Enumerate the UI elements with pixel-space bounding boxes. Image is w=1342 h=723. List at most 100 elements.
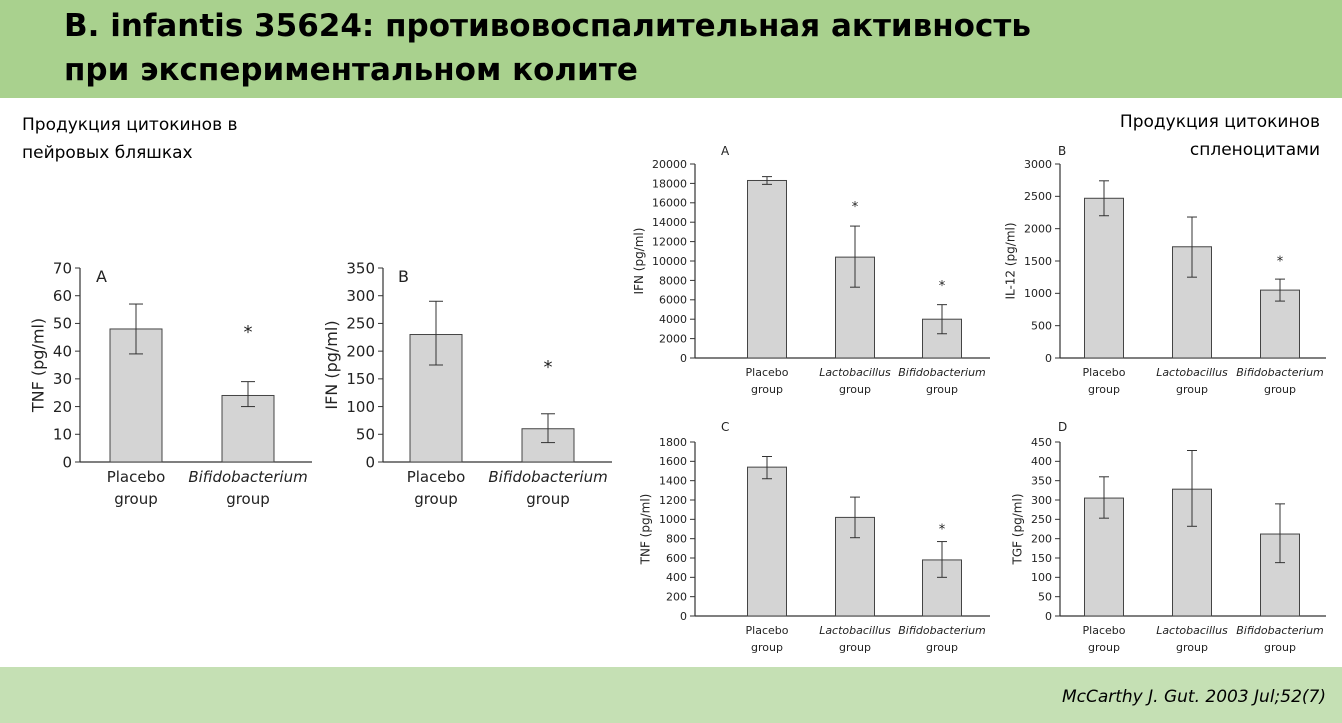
y-tick-label: 40	[53, 342, 72, 360]
y-tick-label: 450	[1031, 436, 1052, 449]
y-tick-label: 300	[346, 287, 375, 305]
category-label: group	[1088, 383, 1120, 396]
y-tick-label: 250	[1031, 513, 1052, 526]
category-label: group	[414, 490, 458, 508]
y-tick-label: 300	[1031, 494, 1052, 507]
category-label: group	[926, 641, 958, 654]
y-tick-label: 0	[680, 352, 687, 365]
category-label: Placebo	[1083, 366, 1126, 379]
category-label: group	[751, 641, 783, 654]
category-label: Bifidobacterium	[1236, 366, 1324, 379]
y-tick-label: 2000	[659, 332, 687, 345]
category-label: Placebo	[107, 468, 166, 486]
y-tick-label: 50	[1038, 591, 1052, 604]
bar	[1084, 197, 1124, 359]
y-axis-label: TNF (pg/ml)	[28, 318, 47, 413]
splenocytes-caption: Продукция цитокинов спленоцитами	[1120, 108, 1320, 164]
y-tick-label: 4000	[659, 313, 687, 326]
category-label: group	[1176, 383, 1208, 396]
y-tick-label: 400	[666, 571, 687, 584]
category-label: Bifidobacterium	[898, 624, 986, 637]
y-tick-label: 1500	[1024, 255, 1052, 268]
y-tick-label: 16000	[652, 197, 687, 210]
category-label: Bifidobacterium	[488, 468, 607, 486]
y-tick-label: 500	[1031, 320, 1052, 333]
caption-right-line-1: Продукция цитокинов	[1119, 112, 1320, 132]
y-tick-label: 200	[346, 342, 375, 360]
significance-marker: *	[1277, 255, 1284, 270]
panel-label: A	[96, 267, 107, 286]
panel-label: A	[721, 144, 730, 158]
y-tick-label: 150	[346, 370, 375, 388]
significance-marker: *	[244, 322, 253, 343]
y-tick-label: 50	[53, 315, 72, 333]
y-tick-label: 150	[1031, 552, 1052, 565]
y-tick-label: 200	[666, 591, 687, 604]
y-tick-label: 2000	[1024, 223, 1052, 236]
category-label: group	[114, 490, 158, 508]
panel-label: D	[1058, 420, 1067, 434]
title-banner: B. infantis 35624: противовоспалительная…	[0, 0, 1342, 98]
y-tick-label: 200	[1031, 533, 1052, 546]
category-label: group	[751, 383, 783, 396]
y-tick-label: 6000	[659, 294, 687, 307]
chart-sp-d: 0 50 100 150 200 250 300 350 400 450 TGF (pg/ml) D P…	[1011, 420, 1326, 654]
category-label: group	[1176, 641, 1208, 654]
y-tick-label: 250	[346, 315, 375, 333]
y-tick-label: 12000	[652, 235, 687, 248]
category-label: group	[1088, 641, 1120, 654]
y-tick-label: 1600	[659, 455, 687, 468]
citation: McCarthy J. Gut. 2003 Jul;52(7)	[1061, 687, 1326, 707]
category-label: group	[226, 490, 270, 508]
y-axis-label: IFN (pg/ml)	[322, 320, 341, 409]
category-label: Placebo	[746, 624, 789, 637]
y-tick-label: 1800	[659, 436, 687, 449]
y-tick-label: 20	[53, 398, 72, 416]
y-tick-label: 60	[53, 287, 72, 305]
panel-label: C	[721, 420, 729, 434]
panel-label: B	[398, 267, 409, 286]
y-tick-label: 10	[53, 426, 72, 444]
category-label: group	[526, 490, 570, 508]
y-axis-label: TGF (pg/ml)	[1011, 493, 1025, 565]
category-label: Lactobacillus	[819, 366, 891, 379]
y-tick-label: 100	[1031, 571, 1052, 584]
y-tick-label: 1000	[1024, 287, 1052, 300]
y-tick-label: 1200	[659, 494, 687, 507]
y-tick-label: 14000	[652, 216, 687, 229]
chart-pp-a: 0 10 20 30 40 50 60 70 TNF (pg/ml) A Placebo group *…	[28, 259, 312, 508]
significance-marker: *	[544, 357, 553, 378]
slide-title-line-2: при экспериментальном колите	[64, 52, 638, 88]
y-tick-label: 350	[346, 259, 375, 277]
category-label: Placebo	[746, 366, 789, 379]
y-tick-label: 0	[62, 453, 72, 471]
chart-sp-c: 0 200 400 600 800 1000 1200 1400 1600 1800 TNF (pg…	[639, 420, 990, 654]
bar	[747, 179, 787, 359]
slide-title-line-1: B. infantis 35624: противовоспалительная…	[64, 8, 1031, 44]
y-axis-label: TNF (pg/ml)	[639, 494, 653, 566]
y-tick-label: 1000	[659, 513, 687, 526]
category-label: group	[926, 383, 958, 396]
category-label: Bifidobacterium	[188, 468, 307, 486]
category-label: Bifidobacterium	[1236, 624, 1324, 637]
y-tick-label: 0	[365, 453, 375, 471]
y-tick-label: 70	[53, 259, 72, 277]
category-label: group	[1264, 641, 1296, 654]
y-tick-label: 600	[666, 552, 687, 565]
panel-label: B	[1058, 144, 1066, 158]
slide-title: B. infantis 35624: противовоспалительная…	[64, 4, 1264, 92]
y-tick-label: 30	[53, 370, 72, 388]
peyers-patches-caption: Продукция цитокинов в пейровых бляшках	[22, 111, 238, 167]
y-tick-label: 20000	[652, 158, 687, 171]
y-tick-label: 100	[346, 398, 375, 416]
y-tick-label: 400	[1031, 455, 1052, 468]
category-label: group	[839, 641, 871, 654]
category-label: group	[1264, 383, 1296, 396]
footer-bar: McCarthy J. Gut. 2003 Jul;52(7)	[0, 667, 1342, 723]
category-label: Lactobacillus	[819, 624, 891, 637]
y-axis-label: IFN (pg/ml)	[632, 228, 646, 295]
y-tick-label: 50	[356, 426, 375, 444]
category-label: Bifidobacterium	[898, 366, 986, 379]
y-tick-label: 0	[680, 610, 687, 623]
